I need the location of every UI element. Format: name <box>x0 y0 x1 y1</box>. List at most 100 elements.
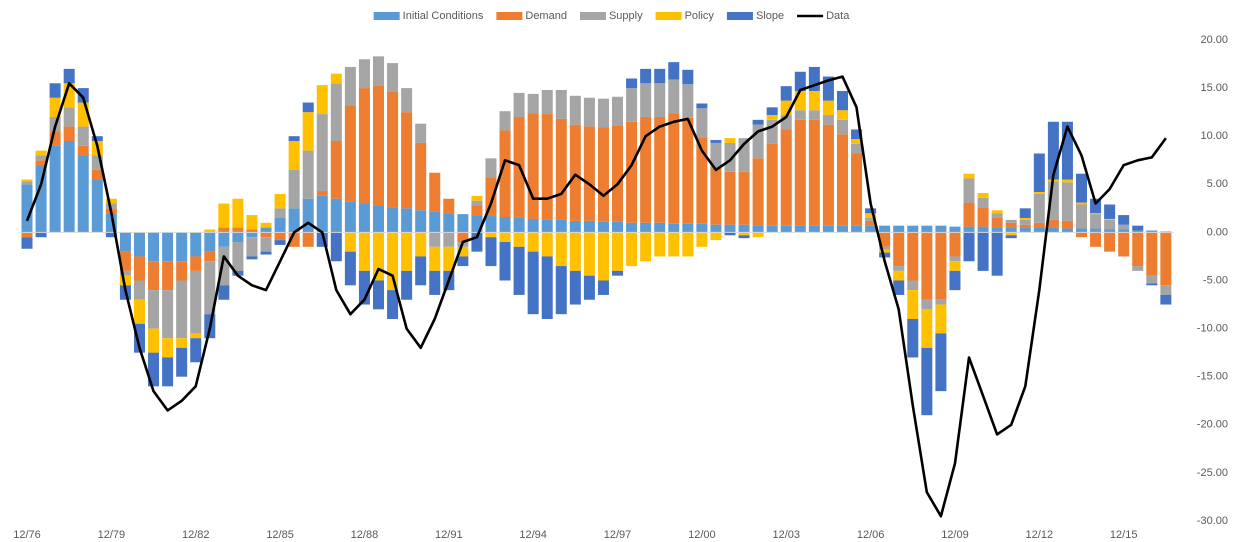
x-tick-label: 12/03 <box>772 529 800 541</box>
bar-segment <box>35 150 47 156</box>
bar-segment <box>35 160 47 166</box>
bar-segment <box>724 138 736 143</box>
bar-segment <box>387 91 399 208</box>
bar-segment <box>527 113 539 219</box>
bar-segment <box>471 195 483 201</box>
bar-segment <box>358 270 370 305</box>
bar-segment <box>1146 275 1158 284</box>
bar-segment <box>401 270 413 300</box>
bar-segment <box>49 97 61 117</box>
bar-segment <box>710 224 722 233</box>
bar-segment <box>443 198 455 214</box>
bar-segment <box>921 347 933 416</box>
bar-segment <box>344 105 356 202</box>
bar-segment <box>401 232 413 271</box>
bar-segment <box>274 193 286 209</box>
bar-segment <box>1076 173 1087 203</box>
bar-segment <box>1104 204 1116 219</box>
bar-segment <box>260 232 272 238</box>
bar-segment <box>1033 222 1045 228</box>
y-tick-label: -25.00 <box>1197 467 1228 479</box>
bar-segment <box>232 242 244 271</box>
bar-segment <box>1033 153 1045 192</box>
bar-segment <box>668 113 680 224</box>
bar-segment <box>668 223 680 233</box>
bar-segment <box>808 225 820 233</box>
x-tick-label: 12/88 <box>351 529 379 541</box>
bar-segment <box>232 198 244 228</box>
bar-segment <box>457 246 469 257</box>
bar-segment <box>316 195 328 233</box>
bar-segment <box>499 217 511 233</box>
bar-segment <box>766 119 778 144</box>
bar-segment <box>387 207 399 233</box>
bar-segment <box>1118 215 1130 225</box>
legend-swatch <box>726 12 753 20</box>
bar-segment <box>822 76 834 101</box>
bar-segment <box>710 140 722 143</box>
bar-segment <box>780 115 792 130</box>
bar-segment <box>288 136 300 142</box>
bar-segment <box>316 191 328 196</box>
bar-segment <box>555 266 567 315</box>
bar-segment <box>1118 232 1130 257</box>
y-tick-label: -15.00 <box>1197 371 1228 383</box>
bar-segment <box>35 155 47 161</box>
bar-segment <box>91 169 103 180</box>
bar-segment <box>935 299 947 305</box>
bar-segment <box>302 232 314 247</box>
bar-segment <box>21 232 33 238</box>
bar-segment <box>569 95 581 125</box>
bar-segment <box>49 145 61 233</box>
bar-segment <box>274 232 286 241</box>
bar-segment <box>204 229 216 233</box>
bar-segment <box>373 280 384 310</box>
bar-segment <box>696 103 708 109</box>
bar-segment <box>1005 232 1017 236</box>
bar-segment <box>443 232 455 247</box>
bar-segment <box>218 246 230 286</box>
bar-segment <box>766 225 778 233</box>
bar-segment <box>471 232 483 252</box>
bar-segment <box>851 153 863 226</box>
bar-segment <box>991 217 1003 228</box>
bar-segment <box>780 225 792 233</box>
bar-segment <box>766 107 778 116</box>
bar-segment <box>457 214 469 233</box>
legend-label: Initial Conditions <box>403 10 484 22</box>
bar-segment <box>133 323 145 353</box>
bar-segment <box>288 232 300 247</box>
bar-segment <box>358 232 370 271</box>
bar-segment <box>836 225 848 233</box>
bar-segment <box>246 237 258 257</box>
bar-segment <box>457 232 469 243</box>
bar-segment <box>738 171 750 225</box>
bar-segment <box>710 142 722 167</box>
bar-segment <box>738 232 750 236</box>
bar-segment <box>232 270 244 276</box>
y-tick-label: 5.00 <box>1207 178 1228 190</box>
bar-segment <box>105 203 117 209</box>
bar-segment <box>119 232 131 252</box>
bar-segment <box>373 205 384 233</box>
bar-segment <box>851 225 863 233</box>
bar-segment <box>485 177 497 217</box>
bar-segment <box>752 158 764 226</box>
bar-segment <box>485 158 497 178</box>
bar-segment <box>640 68 652 84</box>
bar-segment <box>429 172 441 212</box>
bar-segment <box>260 251 272 255</box>
bar-segment <box>724 224 736 233</box>
bar-segment <box>63 68 75 84</box>
bar-segment <box>330 198 342 233</box>
bar-segment <box>836 134 848 226</box>
bar-segment <box>218 203 230 228</box>
bar-segment <box>260 222 272 228</box>
bar-segment <box>1033 227 1045 233</box>
bar-segment <box>148 328 160 353</box>
legend-label: Data <box>826 10 850 22</box>
bar-segment <box>415 142 427 211</box>
bar-segment <box>415 256 427 286</box>
bar-segment <box>612 270 624 276</box>
bar-segment <box>1047 219 1059 228</box>
